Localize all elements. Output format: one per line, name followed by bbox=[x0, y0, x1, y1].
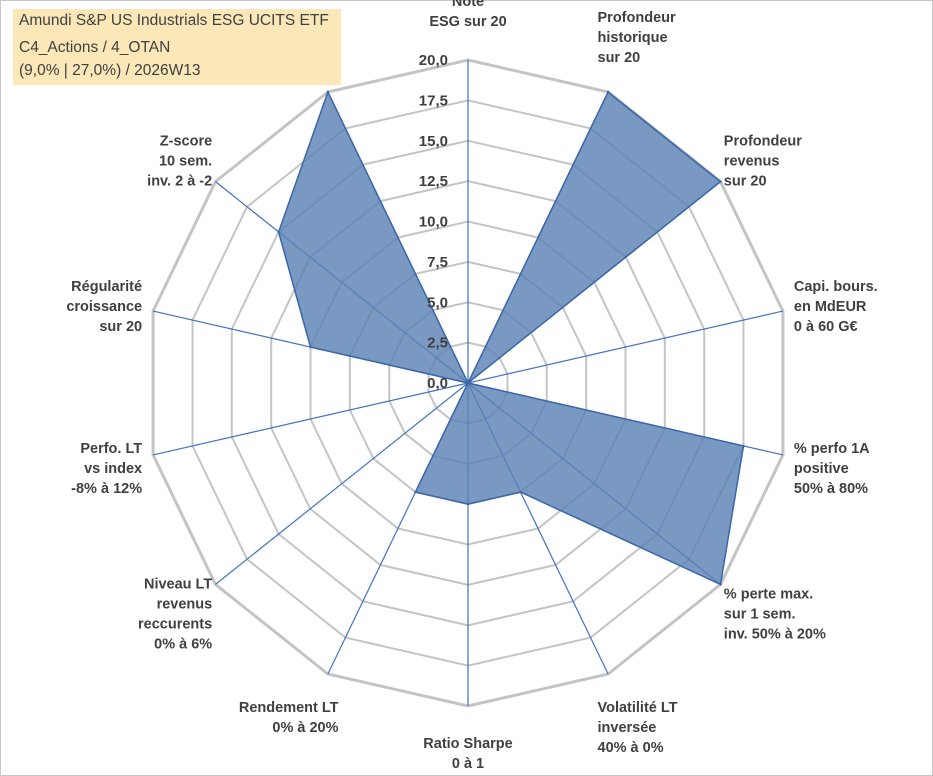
tick-label: 17,5 bbox=[419, 92, 448, 109]
axis-label: Perfo. LT vs index -8% à 12% bbox=[71, 441, 142, 497]
data-point-12 bbox=[277, 230, 280, 234]
data-point-6 bbox=[519, 490, 522, 494]
fund-name: Amundi S&P US Industrials ESG UCITS ETF bbox=[19, 12, 329, 29]
axis-label: Note ESG sur 20 bbox=[429, 0, 506, 30]
tick-label: 5,0 bbox=[427, 294, 448, 311]
info-box: Amundi S&P US Industrials ESG UCITS ETF … bbox=[13, 9, 341, 85]
tick-label: 12,5 bbox=[419, 173, 448, 190]
axis-label: Niveau LT revenus reccurents 0% à 6% bbox=[138, 576, 212, 652]
axis-label: Z-score 10 sem. inv. 2 à -2 bbox=[147, 134, 212, 190]
axis-label: Profondeur historique sur 20 bbox=[598, 10, 676, 66]
axis-line bbox=[215, 382, 469, 585]
data-point-2 bbox=[719, 180, 722, 183]
axis-label: % perte max. sur 1 sem. inv. 50% à 20% bbox=[724, 586, 826, 642]
axis-label: Régularité croissance sur 20 bbox=[66, 279, 142, 335]
tick-label: 7,5 bbox=[427, 254, 448, 271]
axis-line bbox=[467, 310, 784, 384]
axis-label: Profondeur revenus sur 20 bbox=[724, 134, 802, 190]
data-point-7 bbox=[466, 502, 470, 506]
data-point-10 bbox=[466, 381, 470, 385]
radar-axis-labels: Note ESG sur 20 Profondeur historique sur 20… bbox=[66, 0, 877, 772]
axis-label: Volatilité LT inversée 40% à 0% bbox=[598, 700, 678, 756]
data-point-8 bbox=[414, 490, 417, 494]
axis-label: Ratio Sharpe 0 à 1 bbox=[423, 736, 512, 772]
tick-label: 0,0 bbox=[427, 375, 448, 392]
data-point-13 bbox=[326, 90, 330, 94]
axis-label: Capi. bours. en MdEUR 0 à 60 G€ bbox=[794, 279, 878, 335]
fund-category: C4_Actions / 4_OTAN bbox=[19, 39, 171, 56]
axis-label: Rendement LT 0% à 20% bbox=[239, 700, 339, 736]
tick-label: 15,0 bbox=[419, 133, 448, 150]
axis-label: % perfo 1A positive 50% à 80% bbox=[794, 441, 870, 497]
axis-line bbox=[152, 382, 469, 456]
radar-tick-labels: 0,0 2,5 5,0 7,5 10,0 12,5 15,0 17,5 20,0 bbox=[419, 52, 448, 392]
fund-period: (9,0% | 27,0%) / 2026W13 bbox=[19, 62, 201, 79]
data-point-1 bbox=[606, 90, 610, 94]
data-point-4 bbox=[742, 444, 745, 448]
tick-label: 20,0 bbox=[419, 52, 448, 69]
radar-series bbox=[277, 90, 745, 586]
tick-label: 10,0 bbox=[419, 214, 448, 231]
tick-label: 2,5 bbox=[427, 335, 448, 352]
data-point-11 bbox=[309, 345, 312, 349]
data-point-5 bbox=[719, 583, 722, 586]
series-area bbox=[277, 90, 745, 586]
